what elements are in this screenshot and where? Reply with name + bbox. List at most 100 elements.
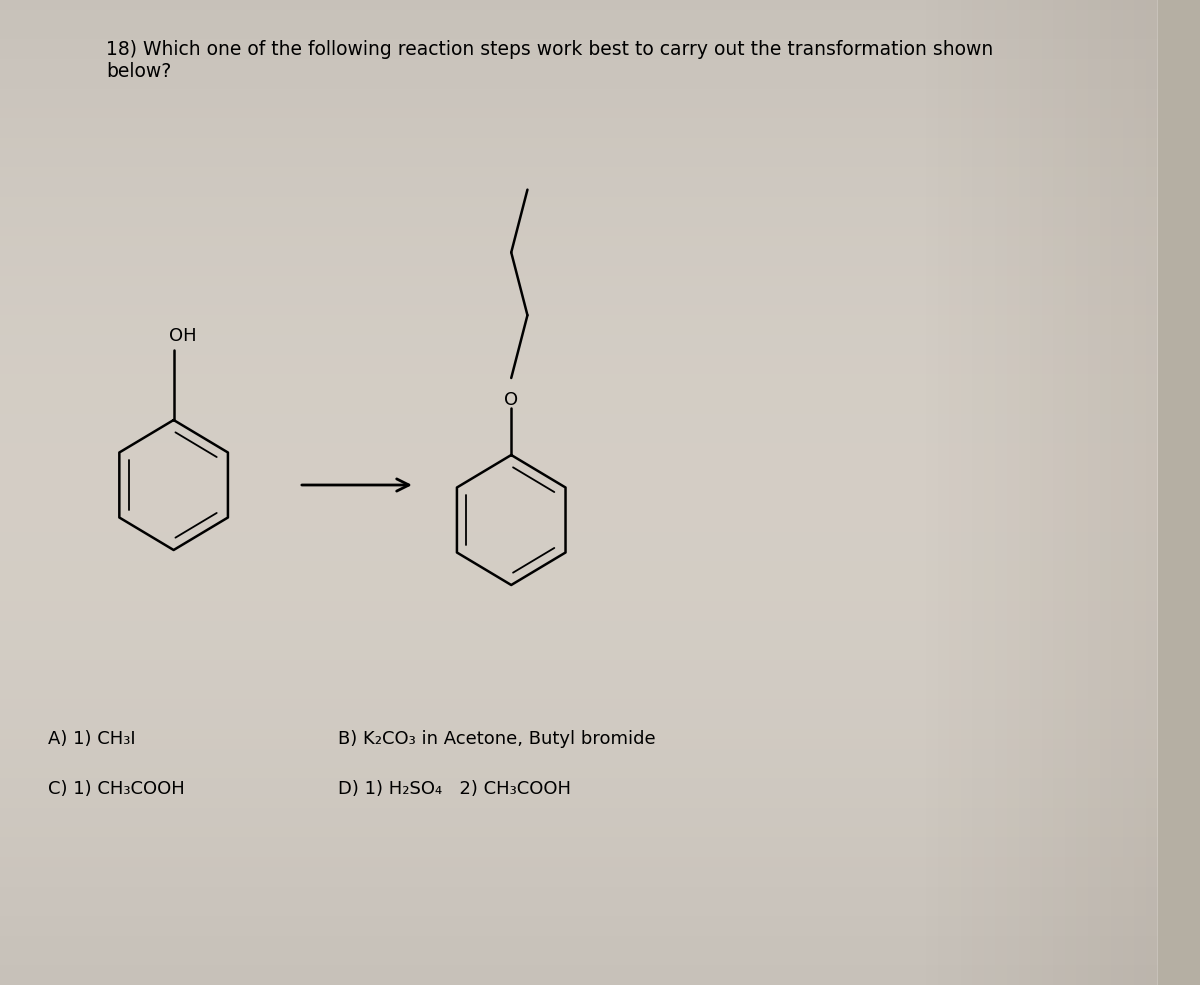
Bar	[0, 49, 1158, 59]
Bar	[0, 158, 1158, 167]
Bar	[0, 808, 1158, 818]
Bar	[1042, 0, 1054, 985]
Bar	[926, 0, 937, 985]
Bar	[1134, 0, 1146, 985]
Bar	[0, 630, 1158, 640]
Bar	[0, 335, 1158, 345]
Bar	[0, 79, 1158, 89]
Bar	[0, 571, 1158, 581]
Bar	[0, 896, 1158, 906]
Bar	[0, 591, 1158, 601]
Bar	[0, 89, 1158, 98]
Bar	[0, 867, 1158, 877]
Bar	[0, 778, 1158, 788]
Bar	[0, 827, 1158, 837]
Text: D) 1) H₂SO₄   2) CH₃COOH: D) 1) H₂SO₄ 2) CH₃COOH	[337, 780, 571, 798]
Bar	[0, 296, 1158, 305]
Bar	[0, 670, 1158, 680]
Bar	[0, 325, 1158, 335]
Bar	[0, 660, 1158, 670]
Bar	[1111, 0, 1123, 985]
Bar	[0, 177, 1158, 187]
Bar	[0, 532, 1158, 542]
Bar	[0, 463, 1158, 473]
Bar	[0, 847, 1158, 857]
Bar	[0, 217, 1158, 227]
Text: A) 1) CH₃I: A) 1) CH₃I	[48, 730, 136, 748]
Bar	[0, 404, 1158, 414]
Bar	[0, 886, 1158, 896]
Bar	[0, 10, 1158, 20]
Text: O: O	[504, 391, 518, 409]
Bar	[1146, 0, 1158, 985]
Bar	[937, 0, 949, 985]
Bar	[0, 798, 1158, 808]
Bar	[0, 719, 1158, 729]
Bar	[0, 374, 1158, 384]
Bar	[0, 788, 1158, 798]
Bar	[0, 98, 1158, 108]
Bar	[0, 473, 1158, 483]
Bar	[0, 690, 1158, 699]
Bar	[0, 709, 1158, 719]
Bar	[1099, 0, 1111, 985]
Bar	[0, 433, 1158, 443]
Bar	[0, 601, 1158, 611]
Bar	[0, 256, 1158, 266]
Bar	[996, 0, 1007, 985]
Bar	[972, 0, 984, 985]
Bar	[0, 453, 1158, 463]
Bar	[0, 729, 1158, 739]
Bar	[0, 227, 1158, 236]
Bar	[0, 0, 1158, 10]
Bar	[0, 167, 1158, 177]
Bar	[0, 246, 1158, 256]
Bar	[0, 946, 1158, 955]
Bar	[0, 926, 1158, 936]
Bar	[0, 975, 1158, 985]
Bar	[0, 857, 1158, 867]
Bar	[0, 69, 1158, 79]
Bar	[984, 0, 996, 985]
Bar	[0, 542, 1158, 552]
Bar	[0, 699, 1158, 709]
Bar	[0, 30, 1158, 39]
Bar	[0, 749, 1158, 758]
Bar	[0, 650, 1158, 660]
Bar	[0, 877, 1158, 886]
Bar	[1123, 0, 1134, 985]
Bar	[0, 148, 1158, 158]
Bar	[0, 522, 1158, 532]
Bar	[0, 936, 1158, 946]
Bar	[0, 768, 1158, 778]
Bar	[0, 394, 1158, 404]
Bar	[0, 621, 1158, 630]
Bar	[0, 906, 1158, 916]
Bar	[1007, 0, 1019, 985]
Bar	[1019, 0, 1030, 985]
Bar	[0, 128, 1158, 138]
Bar	[0, 640, 1158, 650]
Bar	[0, 187, 1158, 197]
Bar	[0, 916, 1158, 926]
Bar	[0, 552, 1158, 561]
Bar	[0, 443, 1158, 453]
Bar	[0, 818, 1158, 827]
Bar	[0, 424, 1158, 433]
Bar	[0, 611, 1158, 621]
Bar	[0, 345, 1158, 355]
Text: B) K₂CO₃ in Acetone, Butyl bromide: B) K₂CO₃ in Acetone, Butyl bromide	[337, 730, 655, 748]
Bar	[0, 276, 1158, 286]
Bar	[0, 286, 1158, 296]
Bar	[0, 39, 1158, 49]
Bar	[0, 837, 1158, 847]
Bar	[0, 581, 1158, 591]
Bar	[961, 0, 972, 985]
Bar	[1054, 0, 1064, 985]
Bar	[0, 207, 1158, 217]
Bar	[0, 680, 1158, 690]
Bar	[0, 955, 1158, 965]
Bar	[0, 512, 1158, 522]
Bar	[0, 502, 1158, 512]
Bar	[0, 355, 1158, 364]
